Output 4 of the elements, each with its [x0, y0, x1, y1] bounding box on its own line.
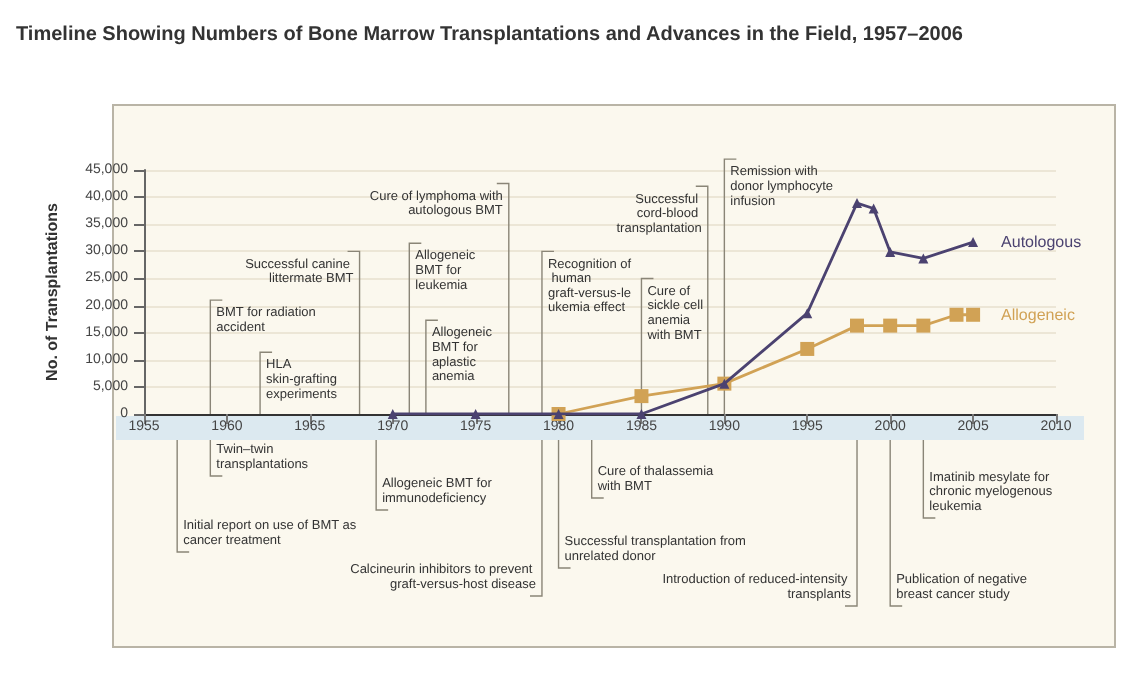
- series-label: Autologous: [1001, 233, 1082, 252]
- chart-title: Timeline Showing Numbers of Bone Marrow Transplantations and Advances in the Field, 1957–2006: [16, 24, 963, 46]
- series-label: Allogeneic: [1001, 305, 1075, 324]
- y-axis-title: No. of Transplantations: [43, 202, 61, 381]
